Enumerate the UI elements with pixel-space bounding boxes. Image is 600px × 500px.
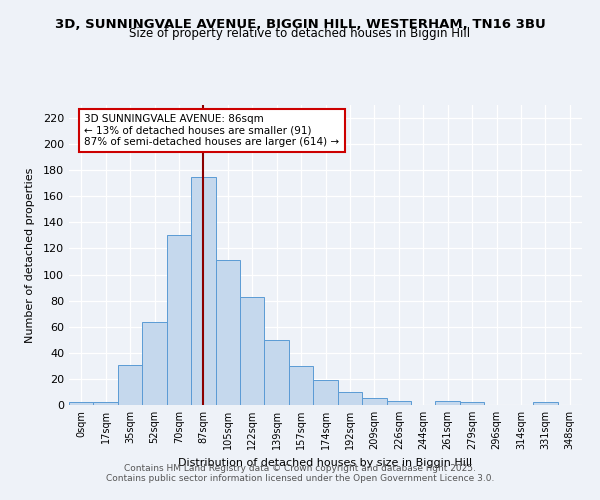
Bar [338, 392, 362, 405]
Text: Contains HM Land Registry data © Crown copyright and database right 2025.: Contains HM Land Registry data © Crown c… [124, 464, 476, 473]
Bar [386, 401, 411, 405]
Bar [167, 236, 191, 405]
Bar [460, 402, 484, 405]
Bar [142, 322, 167, 405]
Bar [240, 296, 265, 405]
Bar [436, 401, 460, 405]
Bar [289, 366, 313, 405]
Bar [265, 340, 289, 405]
X-axis label: Distribution of detached houses by size in Biggin Hill: Distribution of detached houses by size … [178, 458, 473, 468]
Bar [191, 176, 215, 405]
Bar [362, 398, 386, 405]
Bar [94, 402, 118, 405]
Bar [69, 402, 94, 405]
Text: Size of property relative to detached houses in Biggin Hill: Size of property relative to detached ho… [130, 28, 470, 40]
Text: 3D SUNNINGVALE AVENUE: 86sqm
← 13% of detached houses are smaller (91)
87% of se: 3D SUNNINGVALE AVENUE: 86sqm ← 13% of de… [85, 114, 340, 147]
Text: Contains public sector information licensed under the Open Government Licence 3.: Contains public sector information licen… [106, 474, 494, 483]
Bar [118, 364, 142, 405]
Bar [313, 380, 338, 405]
Bar [533, 402, 557, 405]
Bar [215, 260, 240, 405]
Text: 3D, SUNNINGVALE AVENUE, BIGGIN HILL, WESTERHAM, TN16 3BU: 3D, SUNNINGVALE AVENUE, BIGGIN HILL, WES… [55, 18, 545, 30]
Y-axis label: Number of detached properties: Number of detached properties [25, 168, 35, 342]
